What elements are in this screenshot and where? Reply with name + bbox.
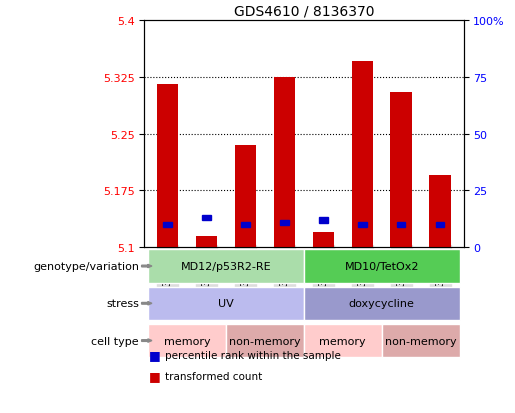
Bar: [358, 223, 367, 228]
Text: genotype/variation: genotype/variation: [33, 261, 139, 271]
Text: ■: ■: [149, 349, 161, 362]
Text: memory: memory: [319, 336, 366, 346]
Bar: [202, 216, 211, 221]
Bar: [148, 324, 226, 357]
Bar: [319, 218, 328, 223]
Bar: [382, 324, 459, 357]
Text: non-memory: non-memory: [229, 336, 301, 346]
Bar: [352, 62, 373, 248]
Text: ■: ■: [149, 369, 161, 382]
Text: non-memory: non-memory: [385, 336, 456, 346]
Bar: [304, 324, 382, 357]
Bar: [304, 249, 459, 283]
Text: percentile rank within the sample: percentile rank within the sample: [165, 350, 341, 360]
Bar: [430, 176, 451, 248]
Text: memory: memory: [164, 336, 210, 346]
Bar: [313, 233, 334, 248]
Bar: [148, 249, 304, 283]
Bar: [304, 287, 459, 320]
Text: stress: stress: [106, 299, 139, 309]
Bar: [235, 145, 256, 248]
Title: GDS4610 / 8136370: GDS4610 / 8136370: [234, 4, 374, 18]
Text: doxycycline: doxycycline: [349, 299, 415, 309]
Text: UV: UV: [218, 299, 234, 309]
Bar: [226, 324, 304, 357]
Text: cell type: cell type: [92, 336, 139, 346]
Bar: [390, 93, 412, 248]
Text: MD12/p53R2-RE: MD12/p53R2-RE: [181, 261, 271, 271]
Bar: [196, 236, 217, 248]
Bar: [436, 223, 444, 228]
Bar: [148, 287, 304, 320]
Text: transformed count: transformed count: [165, 371, 262, 381]
Bar: [273, 77, 295, 248]
Bar: [157, 85, 178, 248]
Text: MD10/TetOx2: MD10/TetOx2: [345, 261, 419, 271]
Bar: [163, 223, 172, 228]
Bar: [397, 223, 405, 228]
Bar: [241, 223, 250, 228]
Bar: [280, 220, 289, 225]
